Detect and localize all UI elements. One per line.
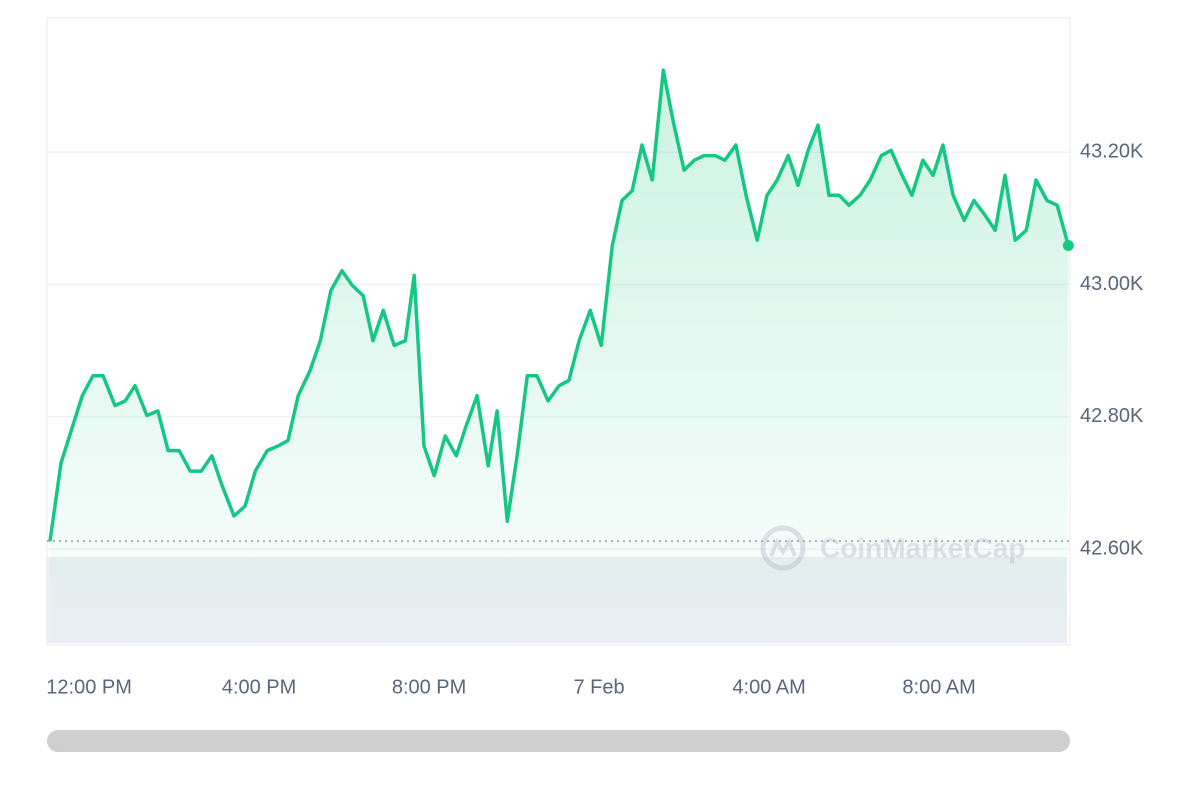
watermark-text: CoinMarketCap [820, 532, 1025, 563]
scrollbar[interactable] [47, 730, 1070, 752]
x-tick-label: 4:00 AM [732, 676, 805, 698]
y-tick-label: 43.00K [1080, 273, 1144, 295]
y-tick-label: 42.60K [1080, 537, 1144, 559]
price-area [49, 70, 1069, 646]
last-point [1062, 240, 1074, 252]
y-tick-label: 43.20K [1080, 141, 1144, 163]
x-tick-label: 8:00 PM [392, 676, 466, 698]
price-line [48, 68, 1070, 542]
watermark-logo-mark [769, 537, 797, 557]
watermark: CoinMarketCap [760, 525, 1025, 571]
plot-layer [47, 68, 1074, 646]
x-tick-label: 8:00 AM [902, 676, 975, 698]
x-tick-label: 4:00 PM [222, 676, 296, 698]
x-tick-label: 12:00 PM [46, 676, 132, 698]
y-tick-label: 42.80K [1080, 405, 1144, 427]
watermark-logo [760, 525, 806, 571]
x-tick-label: 7 Feb [574, 676, 625, 698]
